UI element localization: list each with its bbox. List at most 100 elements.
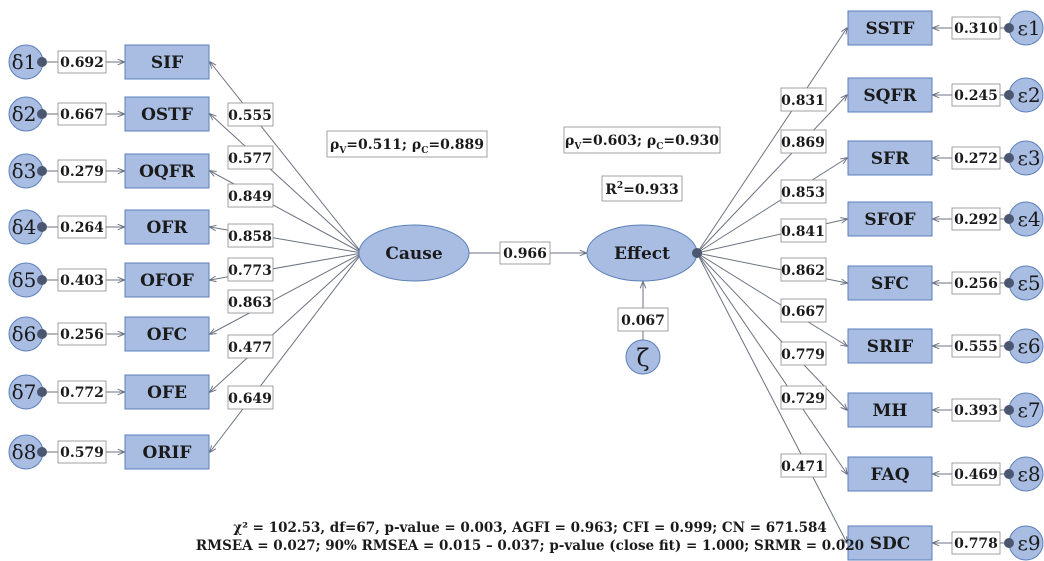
error-symbol-ε1: ε1 (1017, 16, 1040, 40)
zeta-coef: 0.067 (621, 313, 665, 329)
error-variance-box-MH (951, 398, 1001, 422)
error-variance-OQFR: 0.279 (60, 164, 104, 180)
indicator-box-SQFR (847, 77, 933, 113)
effect-stats-text: ρV=0.603; ρC=0.930 (565, 133, 719, 152)
error-variance-MH: 0.393 (954, 403, 998, 419)
loading-value-MH: 0.779 (781, 347, 825, 363)
loading-arrow-ORIF (210, 252, 363, 452)
loading-box-OFE (227, 334, 274, 359)
error-variance-SFR: 0.272 (954, 151, 998, 167)
error-variance-OFC: 0.256 (60, 327, 104, 343)
zeta-symbol: ζ (636, 344, 649, 372)
loading-value-FAQ: 0.729 (781, 391, 825, 407)
error-variance-SRIF: 0.555 (954, 339, 998, 355)
loading-box-OQFR (227, 183, 274, 208)
loading-box-OFOF (227, 257, 274, 282)
error-variance-box-FAQ (951, 462, 1001, 486)
loading-value-OFOF: 0.773 (228, 263, 272, 279)
loading-value-SFR: 0.853 (781, 185, 825, 201)
indicator-label-SRIF: SRIF (867, 337, 913, 357)
indicator-label-SFOF: SFOF (864, 210, 915, 230)
error-dot-δ6 (37, 329, 47, 339)
error-variance-box-SRIF (951, 334, 1001, 358)
loading-arrow-OSTF (210, 114, 363, 254)
indicator-label-SIF: SIF (151, 53, 183, 73)
error-dot-ε4 (1004, 214, 1014, 224)
error-dot-ε2 (1004, 90, 1014, 100)
indicator-box-OSTF (124, 96, 210, 132)
cause-effect-coef-box (499, 241, 551, 265)
indicator-label-OFC: OFC (147, 325, 187, 345)
error-dot-ε6 (1004, 341, 1014, 351)
error-dot-ε1 (1004, 23, 1014, 33)
error-dot-ε8 (1004, 469, 1014, 479)
indicator-box-SFOF (847, 201, 933, 237)
error-variance-box-SSTF (951, 16, 1001, 40)
fit-indices-line-2: RMSEA = 0.027; 90% RMSEA = 0.015 – 0.037… (196, 538, 864, 554)
loading-value-SFOF: 0.841 (781, 224, 825, 240)
error-dot-δ2 (37, 109, 47, 119)
fit-indices-line-1: χ² = 102.53, df=67, p-value = 0.003, AGF… (233, 520, 827, 536)
loading-value-SDC: 0.471 (781, 459, 825, 475)
error-variance-box-OFOF (57, 268, 107, 292)
indicator-label-SFC: SFC (871, 274, 909, 294)
error-variance-box-SQFR (951, 83, 1001, 107)
error-dot-δ8 (37, 447, 47, 457)
error-symbol-ε5: ε5 (1017, 271, 1040, 295)
indicator-label-SFR: SFR (871, 149, 910, 169)
loading-arrow-SIF (210, 62, 363, 254)
error-symbol-ε9: ε9 (1017, 531, 1040, 555)
error-variance-box-OFC (57, 322, 107, 346)
indicator-box-OFOF (124, 262, 210, 298)
loading-box-ORIF (227, 385, 274, 410)
loading-value-OQFR: 0.849 (228, 189, 272, 205)
error-variance-box-SFR (951, 146, 1001, 170)
loading-arrow-SSTF (696, 28, 847, 254)
loading-arrow-SQFR (696, 95, 847, 254)
indicator-label-MH: MH (873, 401, 908, 421)
cause-latent-label: Cause (385, 244, 442, 264)
error-variance-OFOF: 0.403 (60, 273, 104, 289)
error-variance-box-SDC (951, 531, 1001, 555)
cause-stats-box (326, 130, 488, 158)
cause-effect-coef: 0.966 (503, 246, 547, 262)
error-variance-box-OFR (57, 215, 107, 239)
error-dot-δ7 (37, 387, 47, 397)
indicator-box-OFR (124, 209, 210, 245)
loading-box-MH (780, 341, 827, 366)
effect-latent-label: Effect (614, 244, 670, 264)
error-variance-SQFR: 0.245 (954, 88, 998, 104)
loading-box-FAQ (780, 385, 827, 410)
indicator-label-SDC: SDC (870, 534, 911, 554)
error-dot-δ1 (37, 57, 47, 67)
loading-value-ORIF: 0.649 (228, 391, 272, 407)
loading-box-SSTF (780, 87, 827, 112)
error-variance-SSTF: 0.310 (954, 21, 998, 37)
error-variance-box-OFE (57, 380, 107, 404)
error-variance-box-OQFR (57, 159, 107, 183)
indicator-label-OFE: OFE (147, 383, 187, 403)
error-symbol-ε6: ε6 (1017, 334, 1040, 358)
loading-arrow-SFR (696, 158, 847, 254)
loading-box-OSTF (227, 145, 274, 170)
loading-value-SSTF: 0.831 (781, 93, 825, 109)
loading-box-SDC (780, 453, 827, 478)
error-variance-OSTF: 0.667 (60, 107, 104, 123)
indicator-box-ORIF (124, 434, 210, 470)
error-symbol-δ8: δ8 (12, 440, 37, 464)
error-symbol-δ3: δ3 (12, 159, 37, 183)
error-symbol-ε7: ε7 (1017, 398, 1040, 422)
indicator-box-SFC (847, 265, 933, 301)
loading-value-SIF: 0.555 (228, 108, 272, 124)
error-dot-ε3 (1004, 153, 1014, 163)
indicator-label-SSTF: SSTF (866, 19, 915, 39)
loading-arrow-OFC (210, 252, 363, 334)
loading-value-OSTF: 0.577 (228, 151, 272, 167)
indicator-box-MH (847, 392, 933, 428)
indicator-label-OFOF: OFOF (140, 271, 194, 291)
error-symbol-ε2: ε2 (1017, 83, 1040, 107)
r2-text: R2=0.933 (605, 181, 678, 198)
loading-value-SRIF: 0.667 (781, 304, 825, 320)
error-variance-box-ORIF (57, 440, 107, 464)
